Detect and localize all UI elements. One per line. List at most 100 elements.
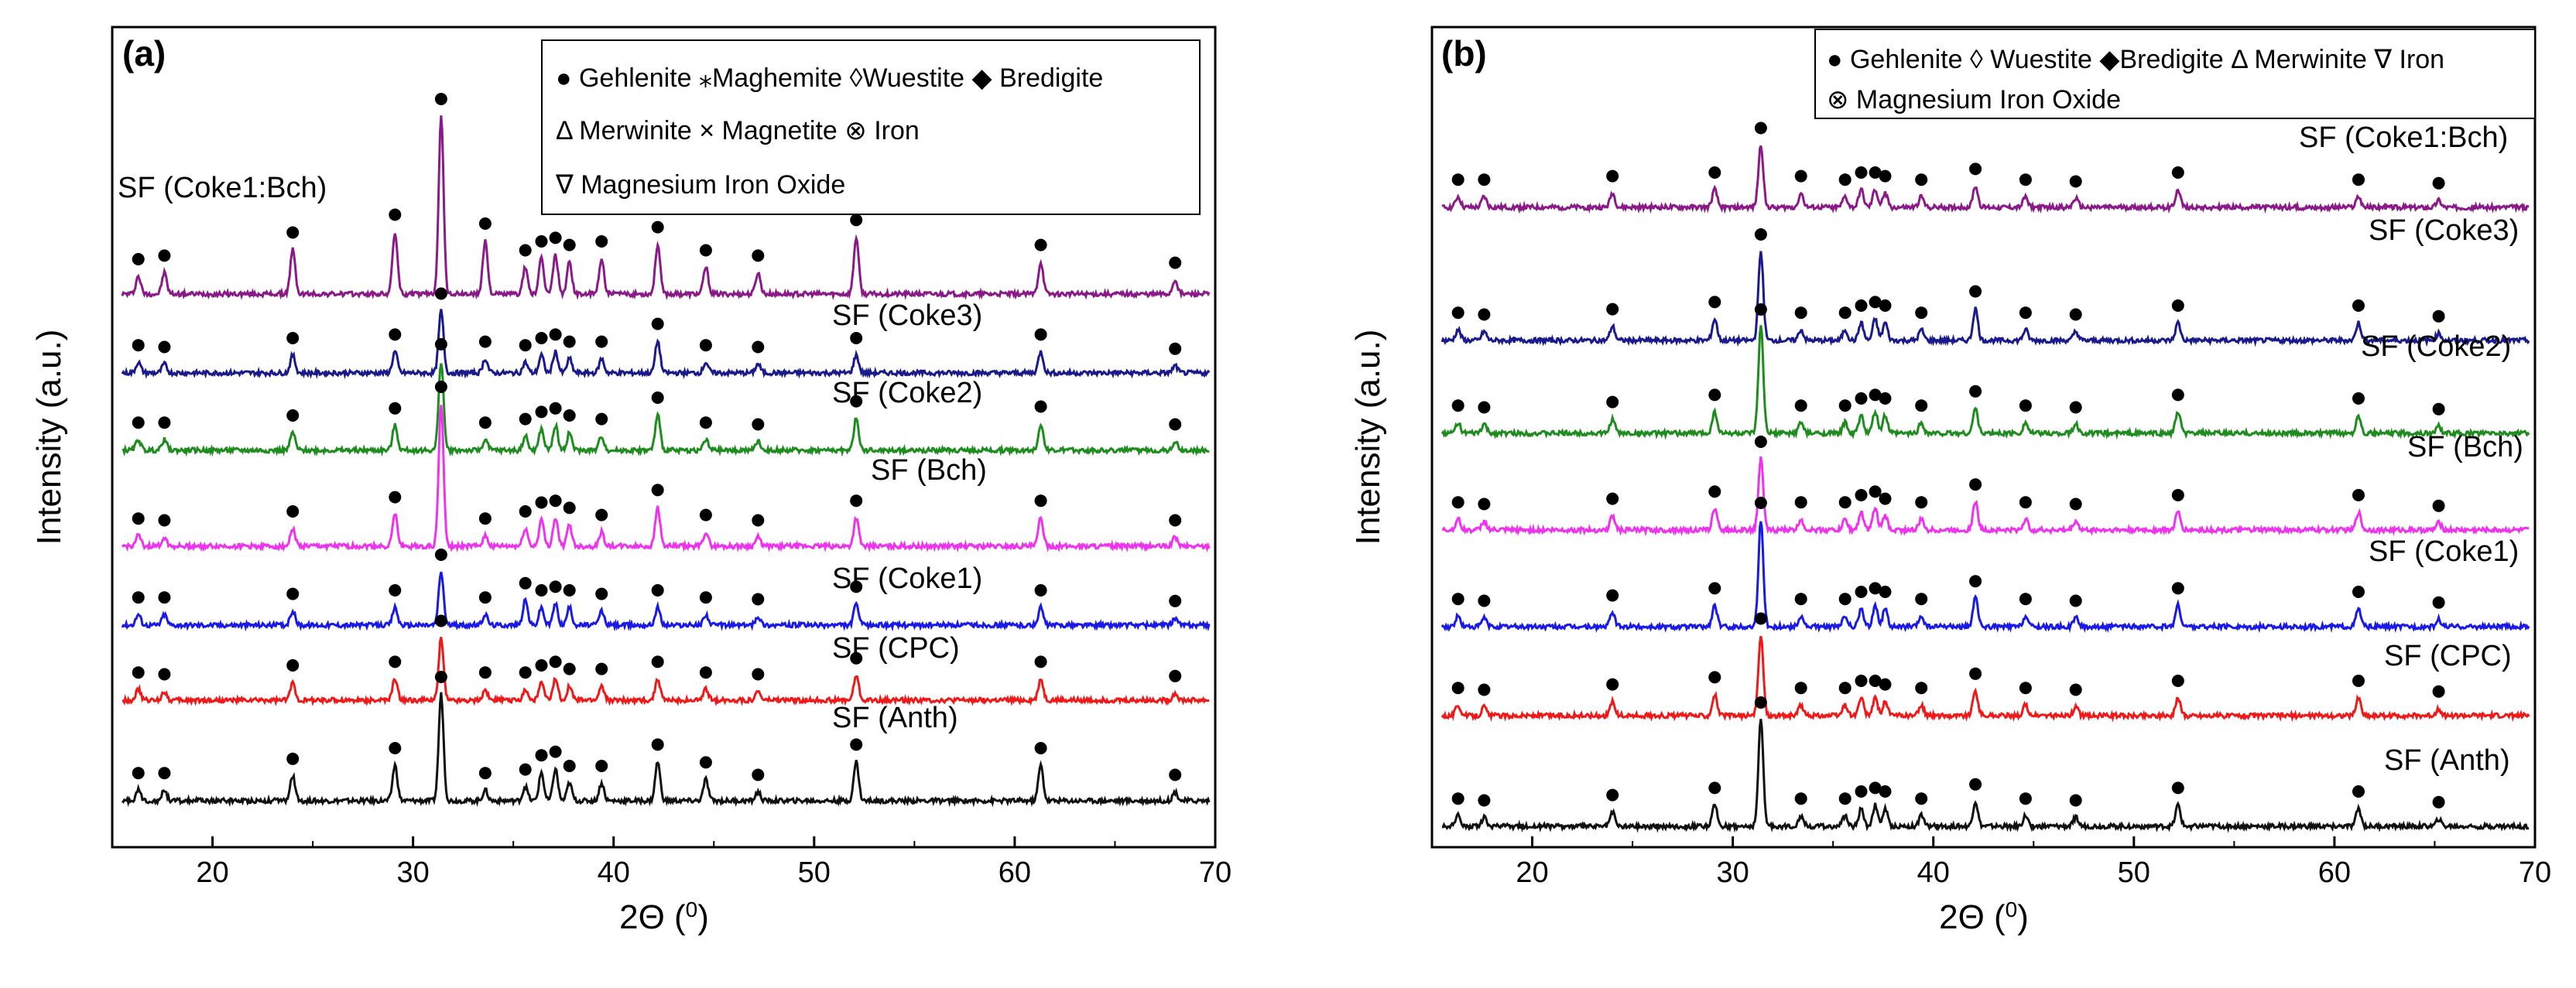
peak-marker (1606, 678, 1619, 691)
peak-marker (2352, 173, 2365, 186)
peak-marker (1034, 400, 1047, 413)
peak-marker (132, 339, 145, 352)
peak-marker (158, 416, 171, 429)
panel-b-frame (1430, 26, 2537, 849)
series-line-sf-anth- (121, 692, 1211, 808)
peak-marker (563, 335, 576, 348)
peak-marker (1869, 675, 1882, 687)
series-line-sf-coke3- (121, 309, 1211, 380)
peak-marker (699, 416, 712, 429)
peak-marker (2069, 497, 2082, 511)
x-tick-label: 60 (999, 856, 1031, 889)
peak-marker (595, 335, 608, 348)
peak-marker (1169, 594, 1182, 607)
peak-marker (1915, 792, 1928, 805)
peak-marker (1915, 173, 1928, 186)
peak-marker (850, 580, 863, 593)
peak-marker (158, 249, 171, 262)
peak-marker (850, 214, 863, 227)
peak-marker (519, 666, 532, 679)
peak-marker (651, 391, 664, 404)
peak-marker (158, 514, 171, 527)
peak-marker (563, 501, 576, 515)
peak-marker (286, 332, 300, 344)
peak-marker (549, 328, 562, 341)
peak-marker (1879, 492, 1892, 505)
peak-marker (1451, 399, 1464, 412)
peak-marker (2019, 496, 2032, 509)
peak-marker (595, 508, 608, 521)
peak-marker (478, 666, 492, 679)
peak-marker (2352, 489, 2365, 501)
peak-marker (434, 338, 447, 350)
peak-marker (434, 93, 447, 105)
peak-marker (1869, 166, 1882, 179)
panel-b-legend-line-1: ● Gehlenite ◊ Wuestite ◆Bredigite Δ Merw… (1827, 45, 2444, 74)
peak-marker (699, 244, 712, 257)
peak-marker (1708, 296, 1721, 309)
peak-marker (158, 340, 171, 354)
peak-marker (2432, 499, 2445, 512)
series-label: SF (Coke1:Bch) (2299, 121, 2508, 154)
panel-a: SF (Coke1:Bch) SF (Coke3) SF (Coke2) SF (Bc… (30, 26, 1231, 937)
peak-marker (478, 767, 492, 780)
peak-marker (1451, 792, 1464, 805)
peak-marker (1754, 612, 1767, 625)
peak-marker (1879, 586, 1892, 598)
peak-marker (850, 395, 863, 408)
peak-marker (1838, 496, 1852, 509)
peak-marker (434, 614, 447, 627)
series-line-sf-cpc- (122, 637, 1210, 707)
panel-b-x-axis-label: 2Θ (0) (1939, 897, 2029, 937)
peak-marker (389, 655, 402, 668)
peak-marker (2432, 176, 2445, 190)
peak-marker (132, 666, 145, 679)
x-tick-label: 40 (598, 856, 630, 889)
peak-marker (1838, 306, 1852, 320)
peak-marker (2352, 392, 2365, 405)
peak-marker (1708, 388, 1721, 402)
x-tick-label: 50 (2118, 856, 2150, 889)
peak-marker (1169, 669, 1182, 682)
peak-marker (478, 416, 492, 429)
peak-marker (2019, 792, 2032, 805)
peak-marker (1838, 682, 1852, 695)
x-tick-label: 30 (396, 856, 429, 889)
peak-marker (2069, 308, 2082, 321)
panel-b: SF (Coke1:Bch) SF (Coke3) SF (Coke2) SF (Bc… (1349, 26, 2551, 937)
peak-marker (1855, 489, 1868, 501)
peak-marker (1034, 328, 1047, 341)
peak-marker (850, 494, 863, 508)
peak-marker (1969, 478, 1982, 491)
peak-marker (2069, 401, 2082, 414)
peak-marker (2019, 306, 2032, 320)
panel-b-x-axis: 20 30 40 50 60 70 (1431, 836, 2551, 889)
x-tick-label: 50 (798, 856, 831, 889)
peak-marker (1708, 485, 1721, 498)
peak-marker (1855, 785, 1868, 798)
series-line-sf-coke1- (121, 571, 1211, 632)
peak-marker (2352, 586, 2365, 598)
peak-marker (651, 738, 664, 751)
peak-marker (1606, 589, 1619, 602)
peak-marker (1034, 584, 1047, 597)
series-label: SF (Bch) (871, 454, 987, 487)
peak-marker (519, 412, 532, 426)
peak-marker (651, 655, 664, 668)
x-tick-label: 40 (1917, 856, 1950, 889)
peak-marker (2171, 675, 2184, 687)
peak-marker (699, 666, 712, 679)
peak-marker (699, 508, 712, 521)
peak-marker (519, 244, 532, 257)
panel-b-legend-box (1814, 29, 2536, 119)
peak-marker (1969, 385, 1982, 398)
peak-marker (1034, 742, 1047, 754)
peak-marker (1879, 678, 1892, 691)
peak-marker (535, 235, 548, 248)
panel-b-labels: SF (Coke1:Bch) SF (Coke3) SF (Coke2) SF (Bc… (1451, 121, 2523, 809)
peak-marker (389, 742, 402, 754)
peak-marker (752, 593, 765, 606)
peak-marker (1838, 173, 1852, 186)
panel-a-x-axis-label: 2Θ (0) (619, 897, 709, 937)
peak-marker (2171, 489, 2184, 501)
